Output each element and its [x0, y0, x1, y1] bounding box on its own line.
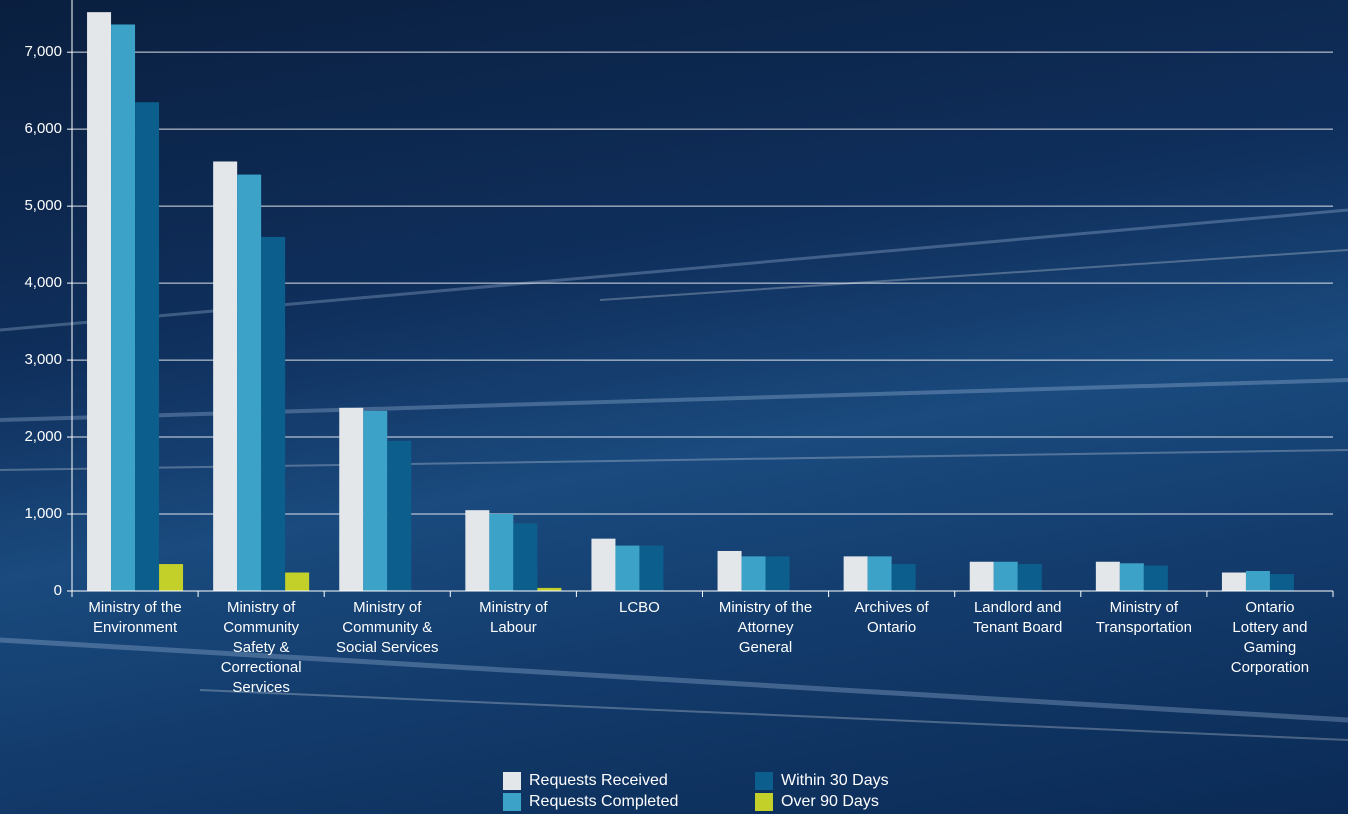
bar	[537, 587, 562, 591]
legend-label: Over 90 Days	[781, 793, 879, 810]
x-tick-label: Ministry of Labour	[479, 599, 548, 636]
bar	[717, 550, 742, 591]
bar	[213, 161, 238, 591]
y-tick-label: 6,000	[24, 120, 62, 137]
x-tick-label: Ministry of Transportation	[1095, 599, 1192, 636]
bar	[639, 545, 664, 591]
legend-label: Requests Received	[529, 772, 668, 789]
legend-label: Requests Completed	[529, 793, 679, 810]
x-tick-label: Ontario Lottery and Gaming Corporation	[1230, 599, 1310, 676]
bar	[1245, 570, 1270, 591]
bar	[513, 523, 538, 591]
bar	[363, 410, 388, 591]
bar	[591, 538, 616, 591]
legend-swatch	[755, 772, 773, 790]
bar	[339, 407, 364, 591]
x-tick-label: Ministry of Community Safety & Correctio…	[220, 599, 302, 696]
bar	[489, 514, 514, 591]
bar	[1221, 572, 1246, 591]
bar	[285, 572, 310, 591]
bar	[387, 440, 412, 591]
bar	[465, 510, 490, 591]
bar	[1095, 561, 1120, 591]
legend-label: Within 30 Days	[781, 772, 889, 789]
legend-swatch	[503, 793, 521, 811]
y-tick-label: 0	[54, 582, 62, 599]
bar	[87, 12, 112, 591]
bar	[615, 545, 640, 591]
x-tick-label: LCBO	[619, 599, 660, 616]
x-tick-label: Ministry of Community & Social Services	[335, 599, 439, 656]
bar	[111, 24, 136, 591]
bar	[891, 564, 916, 591]
bar	[1269, 574, 1294, 591]
x-tick-label: Archives of Ontario	[854, 599, 929, 636]
x-tick-label: Landlord and Tenant Board	[973, 599, 1063, 636]
bar	[1119, 563, 1144, 591]
bar	[1143, 565, 1168, 591]
y-tick-label: 4,000	[24, 274, 62, 291]
bar	[1017, 564, 1042, 591]
bar	[741, 556, 766, 591]
bar	[237, 174, 262, 591]
bar	[159, 564, 184, 591]
y-tick-label: 1,000	[24, 505, 62, 522]
legend-swatch	[503, 772, 521, 790]
x-tick-label: Ministry of the Environment	[88, 599, 182, 636]
bar	[135, 102, 160, 591]
x-tick-label: Ministry of the Attorney General	[718, 599, 813, 656]
bar	[867, 556, 892, 591]
bar	[765, 556, 790, 591]
bar	[261, 236, 286, 591]
y-tick-label: 5,000	[24, 197, 62, 214]
bar	[969, 561, 994, 591]
legend-swatch	[755, 793, 773, 811]
y-tick-label: 3,000	[24, 351, 62, 368]
y-tick-label: 2,000	[24, 428, 62, 445]
y-tick-label: 7,000	[24, 43, 62, 60]
bar	[993, 561, 1018, 591]
bar	[843, 556, 868, 591]
